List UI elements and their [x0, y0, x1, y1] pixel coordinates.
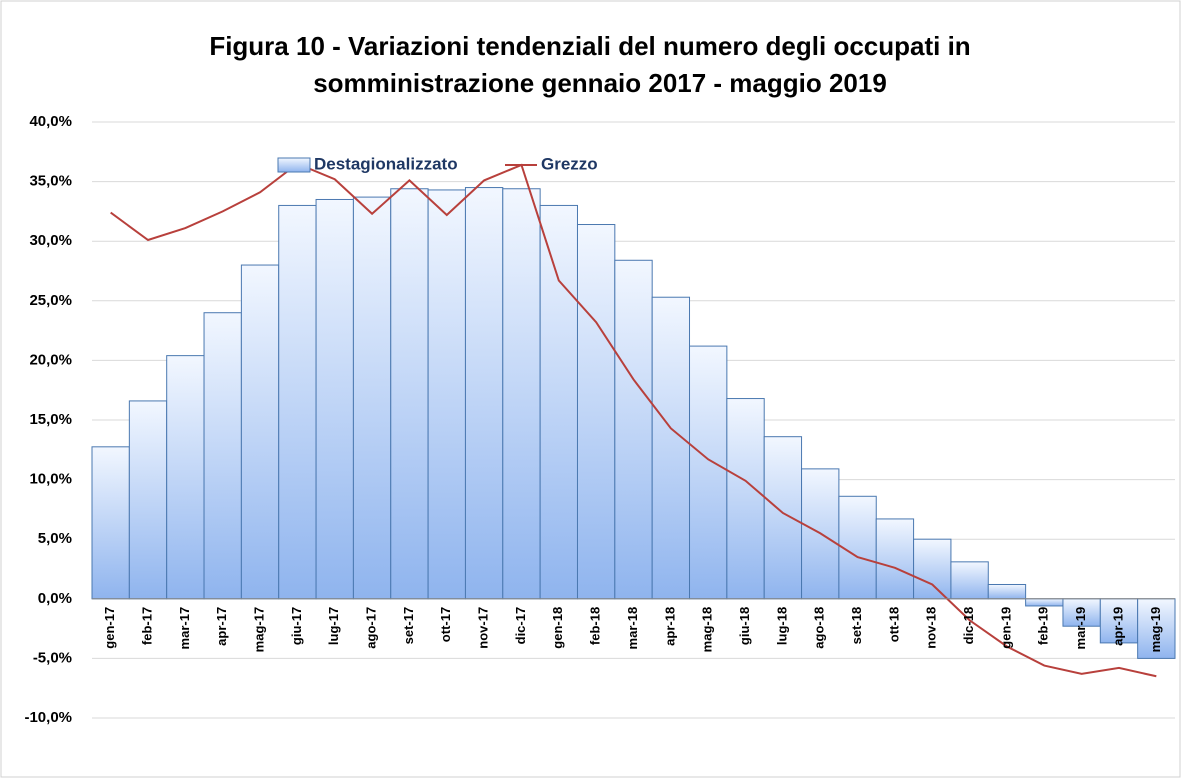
x-tick-label: mag-19	[1148, 607, 1163, 653]
x-tick-label: feb-18	[588, 607, 603, 645]
y-tick-label: 0,0%	[38, 590, 72, 607]
x-tick-label: lug-18	[774, 607, 789, 645]
x-tick-label: giu-18	[737, 607, 752, 645]
legend-label: Grezzo	[541, 154, 598, 173]
bar	[614, 259, 653, 600]
chart-title: somministrazione gennaio 2017 - maggio 2…	[313, 68, 887, 98]
bar	[203, 312, 242, 600]
bar	[278, 204, 317, 600]
bar	[427, 189, 466, 600]
x-tick-label: mar-19	[1073, 607, 1088, 650]
x-tick-label: set-17	[401, 607, 416, 645]
x-tick-label: gen-18	[550, 607, 565, 649]
y-tick-label: 40,0%	[29, 113, 72, 130]
x-tick-label: nov-18	[924, 607, 939, 649]
bar	[875, 518, 915, 600]
x-tick-label: mag-17	[251, 607, 266, 653]
x-tick-label: feb-19	[1036, 607, 1051, 645]
x-tick-label: dic-17	[513, 607, 528, 645]
bar	[1025, 598, 1064, 607]
x-tick-label: ott-17	[438, 607, 453, 642]
x-tick-label: ott-18	[886, 607, 901, 642]
y-tick-label: 5,0%	[38, 530, 72, 547]
x-tick-label: mag-18	[700, 607, 715, 653]
x-tick-label: gen-17	[102, 607, 117, 649]
x-tick-label: lug-17	[326, 607, 341, 645]
bar	[1099, 598, 1139, 644]
y-tick-label: 10,0%	[29, 471, 72, 488]
x-tick-label: giu-17	[289, 607, 304, 645]
x-tick-label: ago-17	[364, 607, 379, 649]
bar	[651, 296, 691, 600]
y-tick-label: 35,0%	[29, 173, 72, 190]
line	[110, 162, 1157, 678]
y-tick-label: -10,0%	[24, 709, 72, 726]
y-tick-label: 15,0%	[29, 411, 72, 428]
bar	[726, 398, 765, 600]
x-tick-label: mar-18	[625, 607, 640, 650]
bar	[950, 561, 989, 600]
bar	[913, 538, 952, 600]
chart-title: Figura 10 - Variazioni tendenziali del n…	[209, 31, 970, 61]
y-tick-label: 25,0%	[29, 292, 72, 309]
x-tick-label: mar-17	[177, 607, 192, 650]
bar	[689, 345, 728, 600]
x-tick-label: set-18	[849, 607, 864, 645]
x-tick-label: apr-19	[1110, 607, 1125, 646]
x-tick-label: feb-17	[139, 607, 154, 645]
bar	[315, 198, 354, 600]
bar	[1137, 598, 1176, 659]
bar	[987, 583, 1027, 600]
bar	[464, 187, 504, 600]
x-tick-label: dic-18	[961, 607, 976, 645]
bar	[502, 188, 541, 600]
legend-swatch	[277, 157, 311, 173]
bar	[539, 204, 578, 600]
bar	[352, 196, 392, 600]
bar	[390, 188, 429, 600]
x-tick-label: ago-18	[812, 607, 827, 649]
x-tick-label: nov-17	[476, 607, 491, 649]
bar	[166, 355, 205, 600]
legend-label: Destagionalizzato	[314, 154, 458, 173]
y-tick-label: -5,0%	[33, 649, 72, 666]
bar	[576, 224, 616, 600]
bar	[128, 400, 168, 600]
y-tick-label: 30,0%	[29, 232, 72, 249]
x-tick-label: apr-18	[662, 607, 677, 646]
bar	[240, 264, 280, 600]
bar	[91, 446, 130, 600]
x-tick-label: apr-17	[214, 607, 229, 646]
bar	[763, 436, 803, 600]
bar	[838, 495, 877, 600]
y-tick-label: 20,0%	[29, 351, 72, 368]
x-tick-label: gen-19	[998, 607, 1013, 649]
